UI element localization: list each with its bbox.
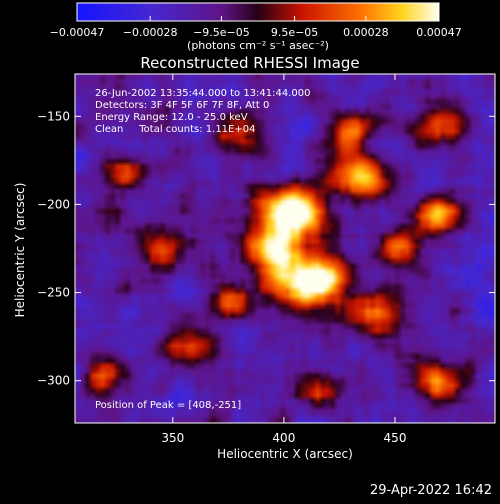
colorbar-ticks: −0.00047 −0.00028 −9.5e−05 9.5e−05 0.00028 0.… <box>50 16 462 39</box>
y-tick-label: −250 <box>37 286 70 300</box>
y-tick-label: −200 <box>37 197 70 211</box>
plot-frame <box>74 73 496 424</box>
peak-position-label: Position of Peak = [408,-251] <box>95 400 241 411</box>
colorbar-units-label: (photons cm⁻² s⁻¹ asec⁻²) <box>187 39 329 52</box>
annotation-energy-range: Energy Range: 12.0 - 25.0 keV <box>95 112 248 123</box>
x-axis-ticks: 350 400 450 <box>161 74 406 445</box>
colorbar-tick-label: −0.00047 <box>50 26 105 39</box>
plot-area: 350 400 450 −150 −200 −250 −300 <box>37 73 496 445</box>
y-tick-label: −300 <box>37 374 70 388</box>
colorbar-tick-label: 0.00047 <box>416 26 462 39</box>
colorbar-frame <box>76 2 440 22</box>
x-tick-label: 400 <box>272 431 295 445</box>
footer-timestamp: 29-Apr-2022 16:42 <box>370 483 492 498</box>
colorbar-gradient <box>77 3 439 21</box>
heatmap-image <box>75 74 495 423</box>
colorbar-tick-label: 9.5e−05 <box>271 26 318 39</box>
x-axis-label: Heliocentric X (arcsec) <box>217 447 353 461</box>
annotation-clean-counts: Clean Total counts: 1.11E+04 <box>95 124 255 135</box>
y-axis-ticks: −150 −200 −250 −300 <box>37 109 495 388</box>
annotation-block: 26-Jun-2002 13:35:44.000 to 13:41:44.000… <box>95 88 311 135</box>
colorbar-tick-label: −0.00028 <box>123 26 178 39</box>
annotation-time-range: 26-Jun-2002 13:35:44.000 to 13:41:44.000 <box>95 88 311 99</box>
colorbar-tick-label: 0.00028 <box>343 26 389 39</box>
colorbar-tick-label: −9.5e−05 <box>193 26 250 39</box>
colorbar: −0.00047 −0.00028 −9.5e−05 9.5e−05 0.00028 0.… <box>50 2 462 52</box>
y-tick-label: −150 <box>37 109 70 123</box>
y-axis-label: Heliocentric Y (arcsec) <box>13 183 27 318</box>
x-tick-label: 450 <box>384 431 407 445</box>
annotation-detectors: Detectors: 3F 4F 5F 6F 7F 8F, Att 0 <box>95 100 269 111</box>
x-tick-label: 350 <box>161 431 184 445</box>
chart-title: Reconstructed RHESSI Image <box>140 54 359 72</box>
